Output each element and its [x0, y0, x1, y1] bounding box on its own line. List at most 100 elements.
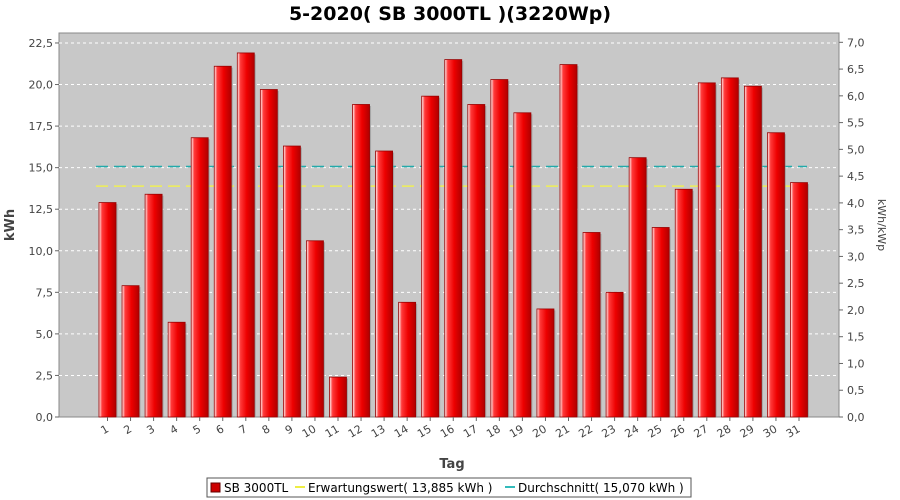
legend-item-erwartungswert: Erwartungswert( 13,885 kWh )	[308, 481, 492, 495]
x-axis-ticks: 1 2 3 4 5 6 7 8 9 10 11 12 13 14 15 16 17 18 19 20 21 22 23 24 2…	[98, 417, 803, 441]
x-axis-label: Tag	[439, 457, 464, 472]
bar	[490, 79, 509, 418]
y-right-tick-label: 6,0	[847, 90, 865, 103]
x-tick-label: 13	[369, 422, 388, 440]
bar	[236, 52, 255, 418]
y-right-tick-label: 0,5	[847, 384, 865, 397]
bar	[306, 240, 324, 418]
bar	[767, 132, 785, 418]
x-tick-label: 10	[300, 422, 319, 440]
bar	[582, 232, 601, 418]
bar	[536, 308, 555, 418]
legend-item-durchschnitt: Durchschnitt( 15,070 kWh )	[518, 481, 684, 495]
x-tick-label: 25	[646, 422, 665, 440]
x-tick-label: 22	[576, 422, 595, 440]
bar	[144, 193, 163, 418]
x-tick-label: 31	[784, 422, 803, 440]
bar	[467, 104, 486, 418]
y-right-tick-label: 4,0	[847, 197, 865, 210]
y-tick-label: 20,0	[29, 79, 54, 92]
bar	[259, 89, 278, 418]
y-tick-label: 15,0	[29, 162, 54, 175]
x-tick-label: 9	[283, 422, 296, 437]
chart-title: 5-2020( SB 3000TL )(3220Wp)	[289, 3, 611, 25]
y-axis-right-label: kWh/kWp	[875, 199, 888, 251]
x-tick-label: 27	[692, 422, 711, 440]
x-tick-label: 4	[168, 422, 181, 437]
bar	[421, 95, 440, 418]
y-tick-label: 0,0	[36, 411, 54, 424]
x-tick-label: 28	[715, 422, 734, 440]
legend-box	[206, 477, 692, 498]
bar	[790, 182, 808, 418]
x-tick-label: 11	[323, 422, 342, 440]
x-tick-label: 19	[507, 422, 526, 440]
x-tick-label: 3	[145, 422, 158, 437]
x-tick-label: 5	[191, 422, 204, 437]
x-tick-label: 12	[346, 422, 365, 440]
x-tick-label: 14	[392, 422, 411, 440]
bar	[352, 104, 370, 418]
y-tick-label: 12,5	[29, 203, 54, 216]
y-tick-label: 5,0	[36, 328, 54, 341]
y-right-tick-label: 1,0	[847, 357, 865, 370]
bar	[444, 59, 463, 418]
x-tick-label: 30	[761, 422, 780, 440]
bar	[398, 301, 417, 418]
y-right-tick-label: 3,0	[847, 250, 865, 263]
x-tick-label: 6	[214, 422, 227, 437]
bar	[167, 321, 186, 418]
y-right-tick-label: 4,5	[847, 170, 865, 183]
y-right-tick-label: 3,5	[847, 224, 865, 237]
bar	[651, 227, 670, 418]
bar	[697, 82, 716, 418]
bar	[98, 202, 117, 418]
x-tick-label: 18	[484, 422, 503, 440]
y-tick-label: 7,5	[36, 286, 54, 299]
y-tick-label: 22,5	[29, 37, 54, 50]
y-axis-ticks: 0,0 2,5 5,0 7,5 10,0 12,5 15,0 17,5 20,0 22,5	[29, 37, 59, 424]
bar	[628, 157, 647, 418]
x-tick-label: 24	[623, 422, 642, 440]
bar	[720, 77, 739, 418]
x-tick-label: 15	[415, 422, 434, 440]
legend: SB 3000TL Erwartungswert( 13,885 kWh ) D…	[206, 477, 692, 498]
x-tick-label: 29	[738, 422, 757, 440]
bars	[98, 52, 809, 418]
bar	[190, 137, 209, 418]
legend-item-sb3000tl: SB 3000TL	[224, 481, 289, 495]
y-right-tick-label: 1,5	[847, 331, 865, 344]
y-right-tick-label: 5,5	[847, 117, 865, 130]
bar	[559, 64, 578, 418]
bar	[674, 188, 693, 418]
y-right-tick-label: 6,5	[847, 63, 865, 76]
bar	[375, 150, 394, 418]
y-axis-right-ticks: 0,0 0,5 1,0 1,5 2,0 2,5 3,0 3,5 4,0 4,5 5,0 5,5 6,0 6…	[839, 36, 865, 424]
y-right-tick-label: 2,5	[847, 277, 865, 290]
y-tick-label: 10,0	[29, 245, 54, 258]
x-tick-label: 23	[599, 422, 618, 440]
bar	[513, 112, 532, 418]
bar	[213, 65, 232, 418]
x-tick-label: 8	[260, 422, 273, 437]
x-tick-label: 16	[438, 422, 457, 440]
y-tick-label: 2,5	[36, 369, 54, 382]
x-tick-label: 26	[669, 422, 688, 440]
x-tick-label: 1	[98, 422, 111, 437]
x-tick-label: 2	[121, 422, 134, 437]
bar	[282, 145, 301, 418]
x-tick-label: 17	[461, 422, 480, 440]
x-tick-label: 20	[530, 422, 549, 440]
y-right-tick-label: 0,0	[847, 411, 865, 424]
y-right-tick-label: 2,0	[847, 304, 865, 317]
y-tick-label: 17,5	[29, 120, 54, 133]
bar	[605, 291, 624, 418]
y-right-tick-label: 7,0	[847, 36, 865, 49]
legend-swatch-bar	[210, 482, 221, 493]
y-right-tick-label: 5,0	[847, 143, 865, 156]
y-axis-label: kWh	[3, 209, 18, 241]
x-tick-label: 7	[237, 422, 250, 437]
bar	[744, 85, 762, 418]
x-tick-label: 21	[553, 422, 572, 440]
